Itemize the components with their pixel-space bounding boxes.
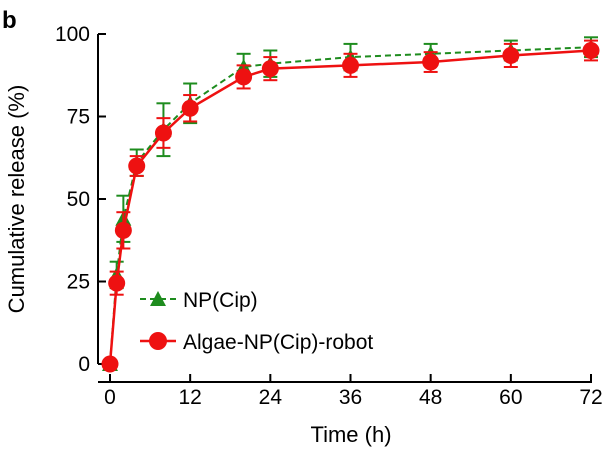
series-algae-robot [101,39,600,373]
y-axis-title: Cumulative release (%) [4,85,29,314]
series-layer [101,36,600,373]
panel-label: b [2,7,17,34]
data-point-circle [181,99,199,117]
y-tick-label: 50 [67,188,90,211]
legend-robot-circle-marker [149,332,167,350]
data-point-circle [342,56,359,74]
x-tick-label: 24 [259,386,283,409]
y-tick-label: 0 [78,353,90,376]
x-tick-label: 12 [178,386,201,409]
legend-np-triangle-marker [150,291,166,306]
series-line [109,46,592,365]
y-tick-label: 25 [67,271,90,294]
y-tick-label: 75 [67,106,90,129]
legend-robot-label: Algae-NP(Cip)-robot [183,331,373,354]
series-np-cip [102,36,599,371]
data-point-circle [422,53,440,71]
y-tick-label: 100 [55,23,90,46]
x-axis-title: Time (h) [310,422,391,447]
x-tick-label: 72 [579,386,602,409]
x-tick-label: 0 [104,386,116,409]
x-tick-label: 48 [419,386,442,409]
legend: NP(Cip) Algae-NP(Cip)-robot [140,289,373,354]
data-point-circle [582,42,600,59]
data-point-circle [101,355,119,373]
x-tick-label: 60 [499,386,522,409]
data-point-circle [261,60,279,78]
data-point-circle [502,46,520,64]
data-point-circle [114,221,132,239]
data-point-circle [128,157,146,175]
data-point-circle [108,274,126,292]
legend-np-label: NP(Cip) [183,289,258,312]
series-line [108,49,592,365]
data-point-circle [235,68,253,86]
data-point-circle [154,124,172,142]
x-ticks: 0 12 24 36 48 60 72 [104,374,603,409]
x-tick-label: 36 [339,386,362,409]
y-ticks: 0 25 50 75 100 [55,23,106,376]
